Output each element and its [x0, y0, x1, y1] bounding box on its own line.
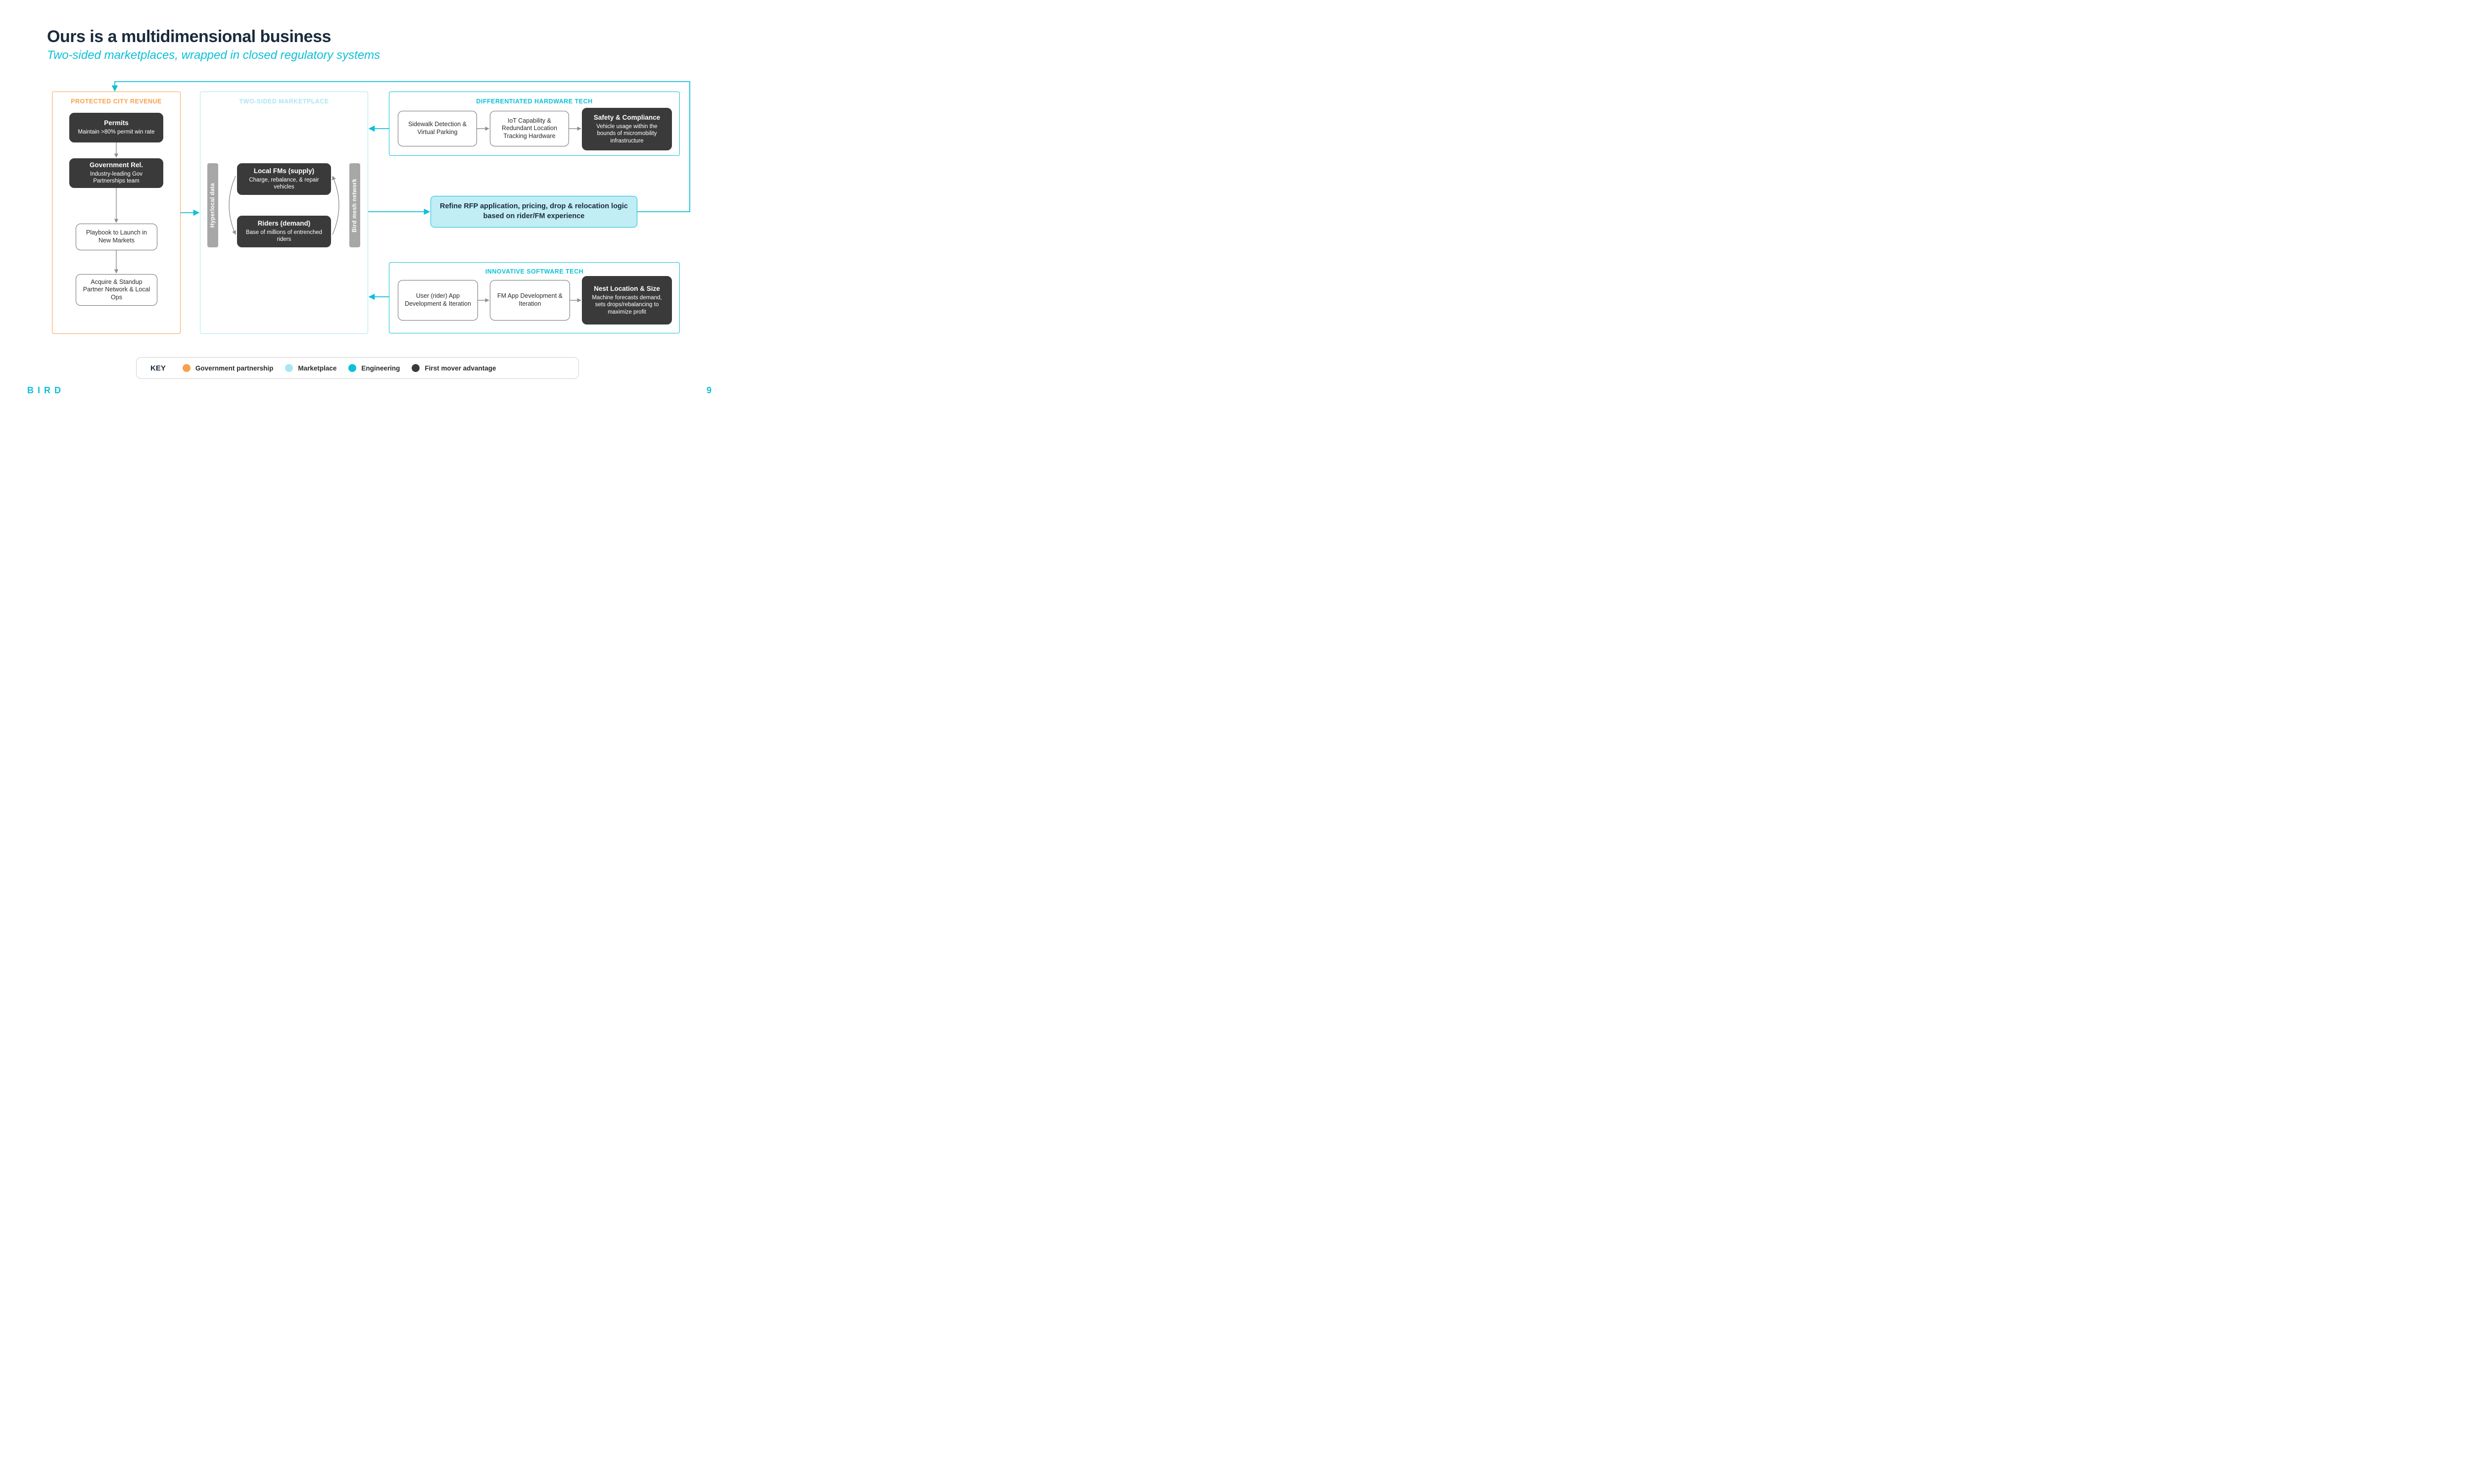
dot-icon — [348, 364, 356, 372]
accent-refine-text: Refine RFP application, pricing, drop & … — [440, 202, 628, 221]
node-fmapp-title: FM App Development & Iteration — [496, 292, 564, 308]
label-hyperlocal: Hyperlocal data — [207, 163, 218, 247]
node-permits: Permits Maintain >80% permit win rate — [69, 113, 163, 142]
brand-logo: BIRD — [27, 385, 65, 396]
node-permits-title: Permits — [104, 119, 129, 128]
node-permits-sub: Maintain >80% permit win rate — [78, 129, 154, 136]
accent-refine: Refine RFP application, pricing, drop & … — [430, 196, 637, 228]
legend-item-government: Government partnership — [183, 364, 274, 372]
dot-icon — [183, 364, 190, 372]
column-marketplace — [200, 92, 368, 334]
node-nest-title: Nest Location & Size — [594, 285, 660, 293]
legend-item-firstmover-label: First mover advantage — [425, 365, 496, 372]
node-userapp: User (rider) App Development & Iteration — [398, 280, 478, 321]
node-acquire: Acquire & Standup Partner Network & Loca… — [76, 274, 157, 306]
label-hyperlocal-text: Hyperlocal data — [210, 183, 216, 228]
column-software-title: INNOVATIVE SOFTWARE TECH — [389, 268, 680, 275]
node-safety: Safety & Compliance Vehicle usage within… — [582, 108, 672, 150]
node-iot: IoT Capability & Redundant Location Trac… — [490, 111, 569, 146]
legend-item-engineering: Engineering — [348, 364, 400, 372]
legend-item-marketplace: Marketplace — [285, 364, 336, 372]
slide: Ours is a multidimensional business Two-… — [0, 0, 732, 412]
node-sidewalk-title: Sidewalk Detection & Virtual Parking — [404, 121, 471, 136]
node-riders-sub: Base of millions of entrenched riders — [243, 229, 325, 243]
node-govrel-sub: Industry-leading Gov Partnerships team — [76, 171, 157, 185]
node-govrel-title: Government Rel. — [90, 161, 143, 170]
node-sidewalk: Sidewalk Detection & Virtual Parking — [398, 111, 477, 146]
node-riders-title: Riders (demand) — [258, 220, 311, 228]
column-hardware-title: DIFFERENTIATED HARDWARE TECH — [389, 98, 680, 105]
node-fmapp: FM App Development & Iteration — [490, 280, 570, 321]
node-riders: Riders (demand) Base of millions of entr… — [237, 216, 331, 247]
page-number: 9 — [707, 385, 712, 396]
node-localfm: Local FMs (supply) Charge, rebalance, & … — [237, 163, 331, 195]
node-nest: Nest Location & Size Machine forecasts d… — [582, 276, 672, 325]
legend: KEY Government partnership Marketplace E… — [136, 357, 579, 379]
label-mesh-text: Bird mesh network — [352, 179, 358, 232]
node-govrel: Government Rel. Industry-leading Gov Par… — [69, 158, 163, 188]
slide-subtitle: Two-sided marketplaces, wrapped in close… — [47, 48, 380, 62]
node-iot-title: IoT Capability & Redundant Location Trac… — [496, 117, 563, 140]
legend-label: KEY — [150, 364, 166, 372]
label-mesh: Bird mesh network — [349, 163, 360, 247]
dot-icon — [285, 364, 293, 372]
node-userapp-title: User (rider) App Development & Iteration — [404, 292, 472, 308]
node-localfm-sub: Charge, rebalance, & repair vehicles — [243, 177, 325, 191]
legend-item-engineering-label: Engineering — [361, 365, 400, 372]
node-safety-title: Safety & Compliance — [594, 114, 660, 122]
legend-item-firstmover: First mover advantage — [412, 364, 496, 372]
legend-item-government-label: Government partnership — [195, 365, 274, 372]
dot-icon — [412, 364, 420, 372]
node-playbook-title: Playbook to Launch in New Markets — [82, 229, 151, 244]
column-marketplace-title: TWO-SIDED MARKETPLACE — [200, 98, 368, 105]
node-localfm-title: Local FMs (supply) — [254, 167, 314, 176]
node-acquire-title: Acquire & Standup Partner Network & Loca… — [82, 278, 151, 302]
node-safety-sub: Vehicle usage within the bounds of micro… — [588, 123, 666, 144]
node-nest-sub: Machine forecasts demand, sets drops/reb… — [588, 294, 666, 316]
column-protected-title: PROTECTED CITY REVENUE — [52, 98, 181, 105]
legend-item-marketplace-label: Marketplace — [298, 365, 336, 372]
slide-title: Ours is a multidimensional business — [47, 27, 331, 46]
node-playbook: Playbook to Launch in New Markets — [76, 224, 157, 250]
